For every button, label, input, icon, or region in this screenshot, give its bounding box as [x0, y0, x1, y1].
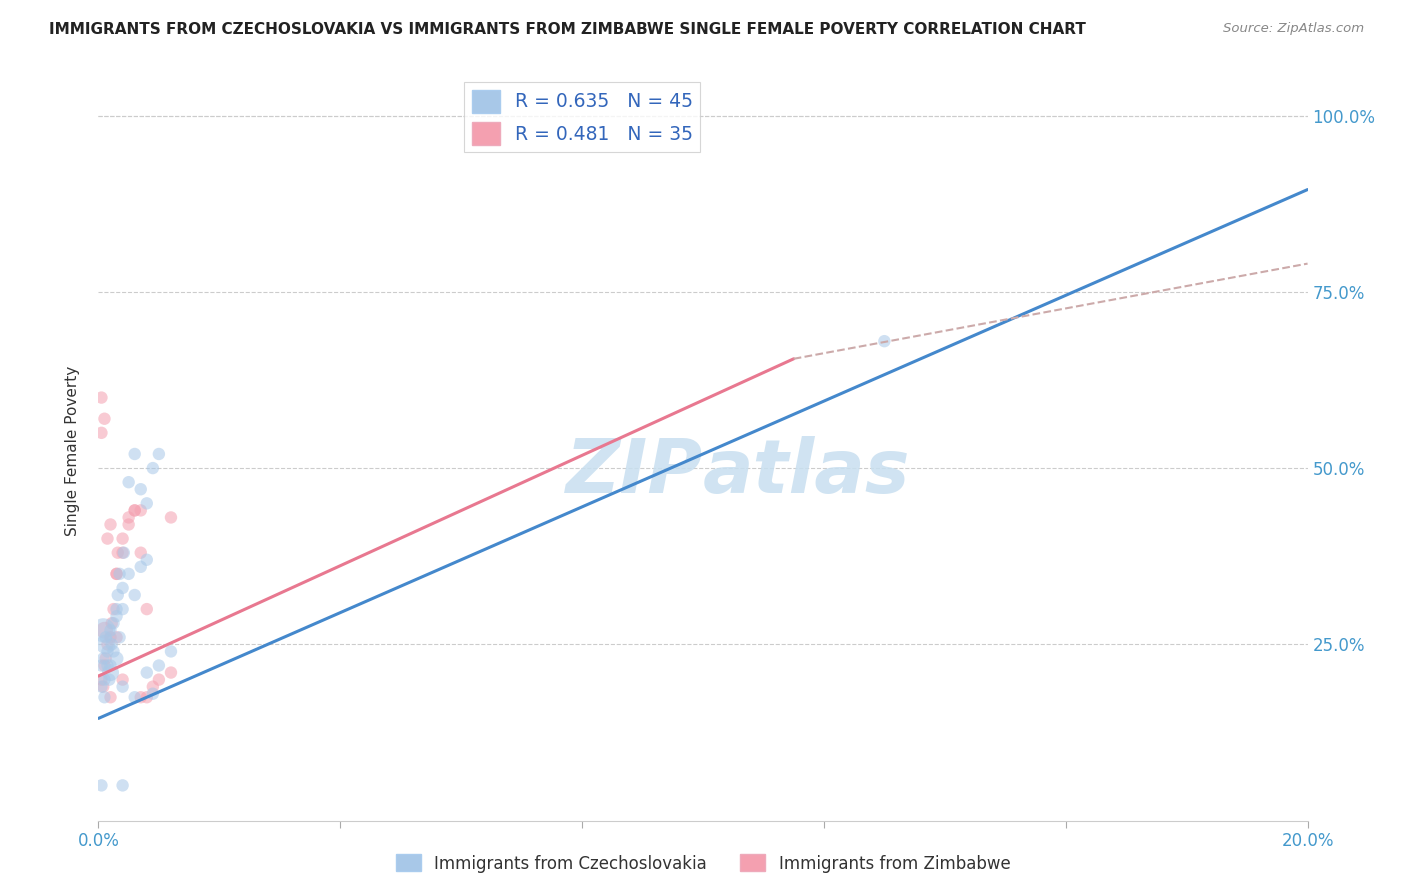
Point — [118, 475, 141, 490]
Point — [111, 546, 134, 560]
Point — [160, 644, 183, 658]
Point — [873, 334, 896, 348]
Point — [111, 532, 134, 546]
Point — [111, 680, 134, 694]
Point — [135, 553, 157, 567]
Point — [91, 651, 114, 665]
Point — [124, 503, 146, 517]
Point — [100, 637, 122, 651]
Point — [160, 510, 183, 524]
Point — [124, 447, 146, 461]
Point — [142, 687, 165, 701]
Point — [90, 658, 112, 673]
Point — [96, 637, 118, 651]
Point — [129, 690, 152, 705]
Point — [93, 690, 115, 705]
Point — [100, 690, 122, 705]
Point — [103, 602, 125, 616]
Point — [105, 566, 128, 581]
Point — [96, 658, 118, 673]
Point — [100, 624, 122, 638]
Point — [93, 658, 115, 673]
Point — [90, 391, 112, 405]
Point — [91, 624, 114, 638]
Point — [135, 690, 157, 705]
Point — [124, 690, 146, 705]
Point — [100, 517, 122, 532]
Point — [100, 665, 122, 680]
Point — [148, 673, 170, 687]
Point — [129, 559, 152, 574]
Text: IMMIGRANTS FROM CZECHOSLOVAKIA VS IMMIGRANTS FROM ZIMBABWE SINGLE FEMALE POVERTY: IMMIGRANTS FROM CZECHOSLOVAKIA VS IMMIGR… — [49, 22, 1085, 37]
Point — [142, 461, 165, 475]
Point — [93, 624, 115, 638]
Point — [100, 658, 122, 673]
Point — [93, 673, 115, 687]
Point — [111, 581, 134, 595]
Point — [129, 546, 152, 560]
Point — [96, 532, 118, 546]
Point — [105, 566, 128, 581]
Point — [94, 630, 117, 644]
Y-axis label: Single Female Poverty: Single Female Poverty — [65, 366, 80, 535]
Point — [108, 566, 131, 581]
Point — [93, 411, 115, 425]
Point — [100, 630, 122, 644]
Point — [90, 673, 112, 687]
Point — [91, 680, 114, 694]
Point — [94, 637, 117, 651]
Point — [148, 658, 170, 673]
Point — [118, 517, 141, 532]
Text: Source: ZipAtlas.com: Source: ZipAtlas.com — [1223, 22, 1364, 36]
Point — [90, 778, 112, 792]
Point — [111, 673, 134, 687]
Point — [103, 616, 125, 631]
Point — [94, 651, 117, 665]
Point — [90, 425, 112, 440]
Point — [100, 616, 122, 631]
Point — [118, 510, 141, 524]
Point — [98, 673, 121, 687]
Point — [124, 588, 146, 602]
Legend: Immigrants from Czechoslovakia, Immigrants from Zimbabwe: Immigrants from Czechoslovakia, Immigran… — [389, 847, 1017, 880]
Point — [135, 496, 157, 510]
Point — [112, 546, 135, 560]
Point — [105, 609, 128, 624]
Point — [108, 630, 131, 644]
Point — [148, 447, 170, 461]
Point — [105, 630, 128, 644]
Point — [103, 644, 125, 658]
Text: ZIP: ZIP — [565, 436, 703, 509]
Point — [111, 778, 134, 792]
Point — [135, 665, 157, 680]
Point — [107, 546, 129, 560]
Point — [107, 588, 129, 602]
Point — [142, 680, 165, 694]
Legend: R = 0.635   N = 45, R = 0.481   N = 35: R = 0.635 N = 45, R = 0.481 N = 35 — [464, 82, 700, 153]
Point — [111, 602, 134, 616]
Point — [135, 602, 157, 616]
Point — [124, 503, 146, 517]
Text: atlas: atlas — [703, 436, 911, 509]
Point — [118, 566, 141, 581]
Point — [105, 602, 128, 616]
Point — [90, 680, 112, 694]
Point — [129, 482, 152, 496]
Point — [129, 503, 152, 517]
Point — [96, 644, 118, 658]
Point — [160, 665, 183, 680]
Point — [105, 651, 128, 665]
